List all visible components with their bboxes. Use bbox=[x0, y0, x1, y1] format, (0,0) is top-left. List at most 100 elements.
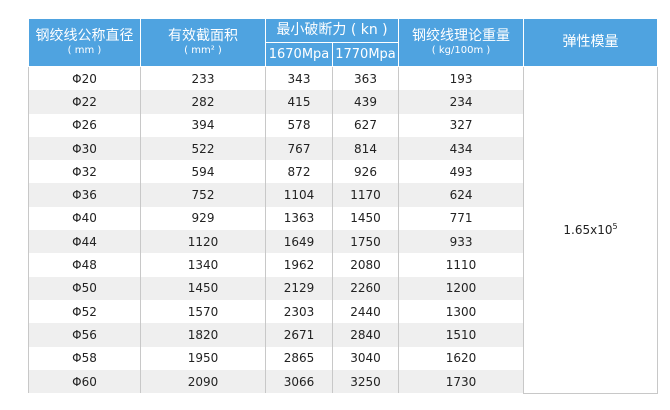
table-header: 钢绞线公称直径( mm ) 有效截面积( mm² ) 最小破断力 ( kn ) … bbox=[28, 18, 659, 67]
table-cell: 1649 bbox=[265, 230, 333, 254]
header-cell: 弹性模量 bbox=[523, 18, 659, 67]
table-cell: 771 bbox=[398, 206, 525, 231]
table-cell: 1363 bbox=[265, 206, 333, 231]
table-cell: 3250 bbox=[331, 369, 400, 394]
table-cell: Φ32 bbox=[28, 160, 141, 184]
table-cell: 933 bbox=[398, 230, 525, 254]
header-text: 最小破断力 ( kn ) bbox=[276, 22, 388, 38]
table-body: Φ20 233 343 363 193 1.65x105 Φ22 282 415 439 234 Φ2… bbox=[28, 66, 659, 394]
table-cell: 1104 bbox=[265, 183, 333, 207]
header-cell: 1670Mpa bbox=[265, 42, 333, 67]
header-unit: ( mm² ) bbox=[184, 45, 222, 56]
table-row: Φ50 1450 2129 2260 1200 bbox=[28, 276, 658, 300]
table-row: Φ48 1340 1962 2080 1110 bbox=[28, 253, 658, 277]
table-cell: 1450 bbox=[140, 276, 266, 300]
table-cell: Φ60 bbox=[28, 369, 141, 394]
table-cell: 1450 bbox=[331, 206, 400, 231]
table-row: Φ32 594 872 926 493 bbox=[28, 160, 658, 184]
table-cell: 522 bbox=[140, 136, 266, 161]
table-cell: 2671 bbox=[265, 323, 333, 347]
table-row: Φ52 1570 2303 2440 1300 bbox=[28, 299, 658, 324]
table-cell: 2865 bbox=[265, 346, 333, 370]
table-cell: 1820 bbox=[140, 323, 266, 347]
table-cell: 627 bbox=[331, 113, 400, 137]
spec-table: 钢绞线公称直径( mm ) 有效截面积( mm² ) 最小破断力 ( kn ) … bbox=[28, 18, 659, 394]
table-cell: 1570 bbox=[140, 299, 266, 324]
header-cell: 有效截面积( mm² ) bbox=[140, 18, 266, 67]
table-row: Φ40 929 1363 1450 771 bbox=[28, 206, 658, 231]
table-cell: 193 bbox=[398, 66, 525, 91]
table-cell: 926 bbox=[331, 160, 400, 184]
table-cell: 1620 bbox=[398, 346, 525, 370]
table-cell: 1300 bbox=[398, 299, 525, 324]
table-cell: 624 bbox=[398, 183, 525, 207]
table-cell: 752 bbox=[140, 183, 266, 207]
table-cell: 767 bbox=[265, 136, 333, 161]
table-cell: 343 bbox=[265, 66, 333, 91]
table-cell: Φ52 bbox=[28, 299, 141, 324]
table-row: Φ44 1120 1649 1750 933 bbox=[28, 230, 658, 254]
table-row: Φ36 752 1104 1170 624 bbox=[28, 183, 658, 207]
table-row: Φ20 233 343 363 193 1.65x105 bbox=[28, 66, 659, 394]
table-cell: Φ22 bbox=[28, 90, 141, 114]
table-cell: 594 bbox=[140, 160, 266, 184]
table-cell: 1120 bbox=[140, 230, 266, 254]
table-cell: 1110 bbox=[398, 253, 525, 277]
table-cell: 1962 bbox=[265, 253, 333, 277]
table-row: Φ60 2090 3066 3250 1730 bbox=[28, 369, 658, 394]
table-cell: Φ40 bbox=[28, 206, 141, 231]
table-row: Φ58 1950 2865 3040 1620 bbox=[28, 346, 658, 370]
header-cell: 钢绞线理论重量( kg/100m ) bbox=[398, 18, 525, 67]
header-cell: 1770Mpa bbox=[331, 42, 400, 67]
table-cell: 327 bbox=[398, 113, 525, 137]
elastic-base: 1.65x10 bbox=[563, 223, 613, 238]
table-cell: 1200 bbox=[398, 276, 525, 300]
table-cell: 234 bbox=[398, 90, 525, 114]
header-text: 弹性模量 bbox=[562, 34, 619, 50]
table-cell: 394 bbox=[140, 113, 266, 137]
table-cell: Φ20 bbox=[28, 66, 141, 91]
header-text: 钢绞线理论重量 bbox=[412, 28, 511, 44]
table-cell: 2129 bbox=[265, 276, 333, 300]
table-cell: 2260 bbox=[331, 276, 400, 300]
table-row: Φ30 522 767 814 434 bbox=[28, 136, 658, 161]
table-cell: Φ36 bbox=[28, 183, 141, 207]
header-cell: 钢绞线公称直径( mm ) bbox=[28, 18, 141, 67]
table-cell: 233 bbox=[140, 66, 266, 91]
table-cell: 578 bbox=[265, 113, 333, 137]
table-cell: 1510 bbox=[398, 323, 525, 347]
header-unit: ( mm ) bbox=[67, 45, 102, 56]
elastic-exponent: 5 bbox=[612, 222, 618, 232]
table-row: Φ22 282 415 439 234 bbox=[28, 90, 658, 114]
table-cell: 439 bbox=[331, 90, 400, 114]
table-cell: Φ44 bbox=[28, 230, 141, 254]
header-unit: ( kg/100m ) bbox=[431, 45, 491, 56]
table-cell: Φ56 bbox=[28, 323, 141, 347]
table-cell: 434 bbox=[398, 136, 525, 161]
table-cell: 3066 bbox=[265, 369, 333, 394]
table-cell: 872 bbox=[265, 160, 333, 184]
table-cell: Φ26 bbox=[28, 113, 141, 137]
table-cell: 2303 bbox=[265, 299, 333, 324]
table-cell: 1730 bbox=[398, 369, 525, 394]
table-cell: Φ50 bbox=[28, 276, 141, 300]
table-row: Φ56 1820 2671 2840 1510 bbox=[28, 323, 658, 347]
table-cell: 2090 bbox=[140, 369, 266, 394]
elastic-cell: 1.65x105 bbox=[523, 66, 659, 394]
header-text: 有效截面积 bbox=[168, 28, 238, 44]
table-cell: 1950 bbox=[140, 346, 266, 370]
header-text: 钢绞线公称直径 bbox=[35, 28, 134, 44]
table-row: Φ26 394 578 627 327 bbox=[28, 113, 658, 137]
table-cell: 2840 bbox=[331, 323, 400, 347]
table-cell: 493 bbox=[398, 160, 525, 184]
table-cell: 1340 bbox=[140, 253, 266, 277]
table-cell: 1750 bbox=[331, 230, 400, 254]
header-cell: 最小破断力 ( kn ) bbox=[264, 18, 400, 43]
table-cell: Φ30 bbox=[28, 136, 141, 161]
table-cell: 3040 bbox=[331, 346, 400, 370]
table-cell: 2440 bbox=[331, 299, 400, 324]
table-cell: 363 bbox=[331, 66, 400, 91]
table-cell: 929 bbox=[140, 206, 266, 231]
table-cell: 1170 bbox=[331, 183, 400, 207]
